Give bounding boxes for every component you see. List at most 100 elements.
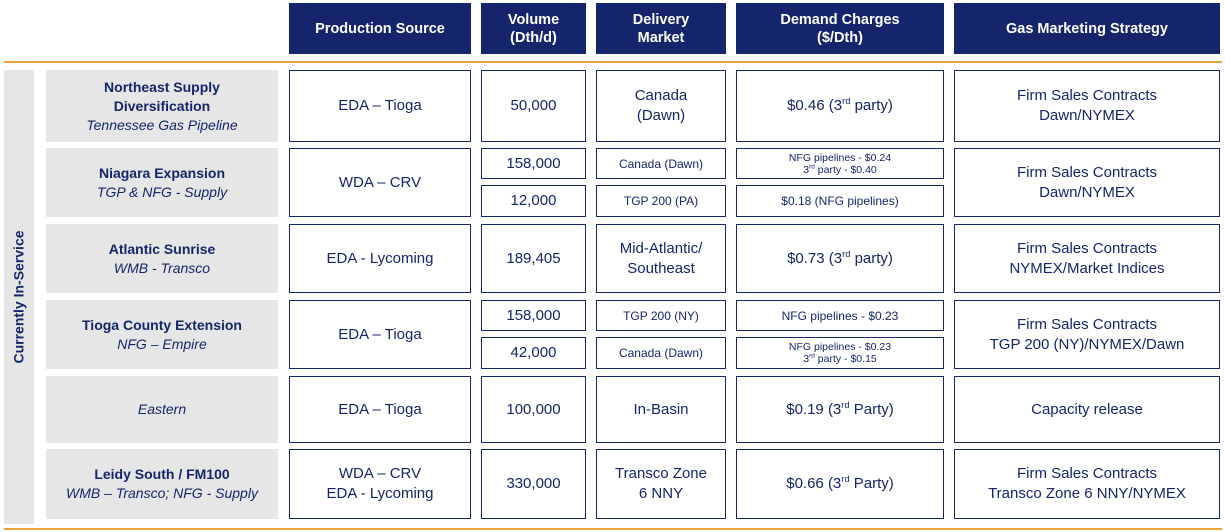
cell-volume: 100,000 (481, 376, 586, 443)
row-subtitle: WMB - Transco (113, 259, 211, 276)
cell-source: EDA – Tioga (289, 70, 471, 142)
strategy-line1: Firm Sales Contracts (1016, 465, 1158, 482)
charge-sup: rd (842, 96, 851, 106)
cell-volume-a: 158,000 (481, 300, 586, 331)
charge-line2: 3rd party - $0.40 (803, 163, 877, 176)
strategy-line2: Transco Zone 6 NNY/NYMEX (988, 485, 1186, 502)
cell-strategy: Firm Sales Contracts TGP 200 (NY)/NYMEX/… (954, 300, 1220, 369)
cell-market: In-Basin (596, 376, 726, 443)
cell-volume: 189,405 (481, 224, 586, 293)
charge-post: party) (850, 97, 893, 114)
cell-source: WDA – CRV (289, 148, 471, 217)
sidebar-label: Currently In-Service (4, 70, 34, 524)
row-subtitle: TGP & NFG - Supply (96, 183, 228, 200)
cell-strategy: Capacity release (954, 376, 1220, 443)
charge-sup: rd (842, 248, 851, 259)
charge-text: $0.73 (3rd party) (787, 249, 893, 269)
row-label-leidy-south: Leidy South / FM100 WMB – Transco; NFG -… (46, 449, 278, 519)
sidebar-label-text: Currently In-Service (11, 230, 27, 364)
row-subtitle: Eastern (137, 401, 187, 417)
charge-sup: rd (841, 399, 850, 410)
charge-text: $0.46 (3rd party) (787, 96, 893, 116)
cell-charge: $0.19 (3rd Party) (736, 376, 944, 443)
cell-source: EDA - Lycoming (289, 224, 471, 293)
top-divider (4, 61, 1222, 63)
cell-market: Mid-Atlantic/ Southeast (596, 224, 726, 293)
cell-charge-b: $0.18 (NFG pipelines) (736, 185, 944, 217)
row-title: Leidy South / FM100 (94, 466, 230, 482)
cell-source: WDA – CRV EDA - Lycoming (289, 449, 471, 519)
volume-text: 158,000 (506, 306, 561, 324)
row-subtitle: WMB – Transco; NFG - Supply (66, 485, 258, 501)
charge-pre: $0.66 (3 (786, 475, 842, 492)
charge-line1: NFG pipelines - $0.23 (788, 341, 892, 353)
row-label-eastern: Eastern (46, 376, 278, 443)
strategy-line1: Firm Sales Contracts (1016, 315, 1158, 333)
source-text: WDA – CRV (338, 173, 422, 191)
cell-market: Transco Zone 6 NNY (596, 449, 726, 519)
charge-pre: $0.46 (3 (787, 97, 843, 114)
header-delivery-line1: Delivery (632, 11, 690, 28)
cell-market-b: Canada (Dawn) (596, 337, 726, 369)
charge-line2-post: party - $0.15 (814, 353, 877, 365)
strategy-line1: Firm Sales Contracts (1016, 239, 1158, 257)
charge-text: $0.66 (3rd Party) (786, 474, 894, 494)
volume-text: 100,000 (506, 400, 561, 418)
row-label-niagara: Niagara Expansion TGP & NFG - Supply (46, 148, 278, 217)
source-line2: EDA - Lycoming (326, 485, 434, 502)
row-label-northeast: Northeast Supply Diversification Tenness… (46, 70, 278, 142)
market-line2: (Dawn) (636, 107, 686, 124)
market-line1: Mid-Atlantic/ (619, 239, 703, 257)
row-subtitle: NFG – Empire (117, 335, 207, 352)
charge-text: NFG pipelines - $0.23 (781, 308, 899, 323)
header-volume-line2: (Dth/d) (510, 29, 557, 46)
header-production-source: Production Source (289, 3, 471, 54)
cell-charge-a: NFG pipelines - $0.24 3rd party - $0.40 (736, 148, 944, 179)
cell-charge-a: NFG pipelines - $0.23 (736, 300, 944, 331)
charge-sup: rd (841, 474, 850, 484)
cell-charge: $0.66 (3rd Party) (736, 449, 944, 519)
cell-strategy: Firm Sales Contracts Dawn/NYMEX (954, 70, 1220, 142)
market-text: In-Basin (633, 400, 689, 418)
market-text: Canada (Dawn) (618, 156, 704, 171)
market-text: Canada (Dawn) (618, 346, 704, 360)
volume-text: 189,405 (506, 249, 561, 267)
cell-volume-a: 158,000 (481, 148, 586, 179)
strategy-line2: Dawn/NYMEX (1039, 183, 1135, 201)
header-volume-line1: Volume (507, 11, 560, 28)
source-line1: WDA – CRV (338, 465, 422, 482)
charge-line2-post: party - $0.40 (814, 163, 877, 176)
strategy-line2: NYMEX/Market Indices (1009, 259, 1165, 277)
charge-post: Party) (849, 400, 894, 418)
volume-text: 330,000 (506, 475, 561, 492)
volume-text: 158,000 (506, 154, 561, 172)
cell-volume: 330,000 (481, 449, 586, 519)
cell-source: EDA – Tioga (289, 300, 471, 369)
volume-text: 50,000 (510, 97, 557, 114)
bottom-divider (4, 528, 1222, 530)
cell-volume-b: 12,000 (481, 185, 586, 217)
header-production-source-text: Production Source (315, 20, 445, 37)
cell-charge: $0.73 (3rd party) (736, 224, 944, 293)
charge-line2: 3rd party - $0.15 (803, 353, 877, 365)
charge-text: $0.18 (NFG pipelines) (781, 194, 899, 208)
cell-market-a: Canada (Dawn) (596, 148, 726, 179)
row-title-line1: Northeast Supply (104, 78, 220, 95)
charge-post: party) (850, 249, 893, 267)
header-gas-marketing-strategy: Gas Marketing Strategy (954, 3, 1220, 54)
row-title-line2: Diversification (113, 97, 211, 114)
market-line2: Southeast (627, 259, 695, 277)
source-text: EDA – Tioga (338, 400, 422, 418)
charge-line2-pre: 3 (803, 353, 810, 365)
volume-text: 12,000 (510, 192, 557, 209)
charge-line1: NFG pipelines - $0.24 (788, 151, 892, 164)
strategy-line2: Dawn/NYMEX (1039, 107, 1135, 124)
strategy-line1: Firm Sales Contracts (1016, 87, 1158, 104)
header-delivery-market: Delivery Market (596, 3, 726, 54)
header-demand-line2: ($/Dth) (817, 29, 863, 46)
header-demand-charges: Demand Charges ($/Dth) (736, 3, 944, 54)
charge-text: $0.19 (3rd Party) (786, 400, 894, 420)
cell-market-b: TGP 200 (PA) (596, 185, 726, 217)
charge-line2-sup: rd (809, 163, 815, 170)
cell-strategy: Firm Sales Contracts NYMEX/Market Indice… (954, 224, 1220, 293)
